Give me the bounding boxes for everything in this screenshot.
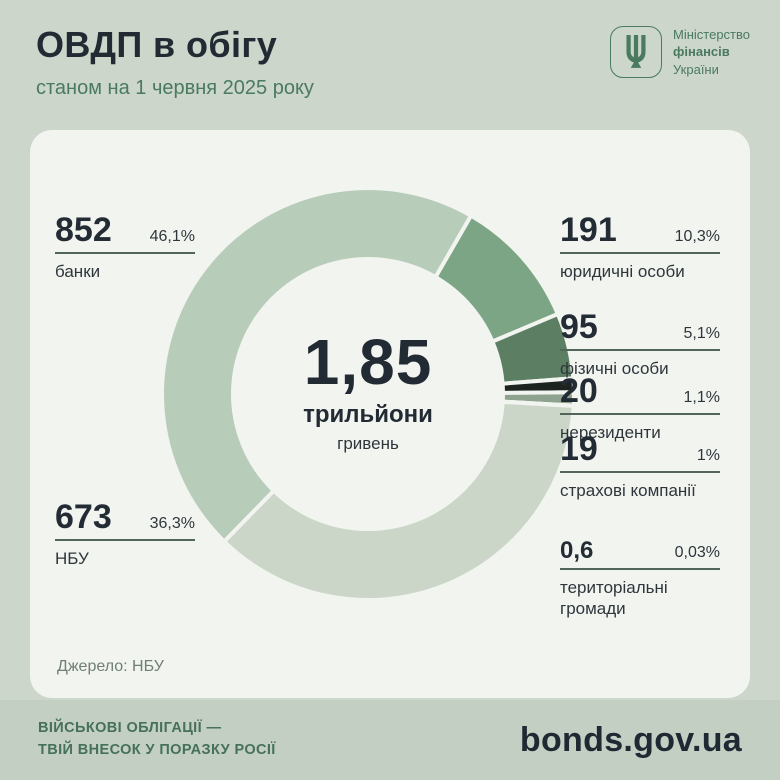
label-nbu-row: 673 36,3% [55, 498, 195, 542]
label-legal-entities-value: 191 [560, 211, 617, 249]
label-banks-name: банки [55, 262, 101, 282]
date-subtitle: станом на 1 червня 2025 року [36, 77, 314, 99]
label-insurance-companies: 19 1% страхові компанії [560, 430, 720, 502]
label-nbu-value: 673 [55, 498, 112, 536]
footer: ВІЙСЬКОВІ ОБЛІГАЦІЇ — ТВІЙ ВНЕСОК У ПОРА… [0, 700, 780, 780]
label-non-residents-name: нерезиденти [560, 423, 661, 443]
total-currency: гривень [337, 434, 399, 453]
label-legal-entities-pct: 10,3% [674, 228, 720, 246]
total-unit: трильйони [303, 401, 433, 428]
label-insurance-companies-name: страхові компанії [560, 481, 696, 501]
label-banks: 852 46,1% банки [55, 211, 195, 283]
ministry-line-1: Міністерство [673, 27, 750, 43]
label-non-residents-row: 20 1,1% [560, 372, 720, 416]
label-individuals: 95 5,1% фізичні особи [560, 308, 720, 380]
label-territorial-communities: 0,6 0,03% територіальні громади [560, 537, 720, 620]
chart-center-value: 1,85 трильйони гривень [258, 330, 478, 454]
label-territorial-communities-value: 0,6 [560, 537, 594, 564]
label-insurance-companies-row: 19 1% [560, 430, 720, 474]
ministry-line-3: України [673, 61, 719, 77]
label-legal-entities: 191 10,3% юридичні особи [560, 211, 720, 283]
label-individuals-value: 95 [560, 308, 598, 346]
label-nbu-name: НБУ [55, 549, 89, 569]
label-banks-pct: 46,1% [149, 228, 195, 246]
chart-card: 1,85 трильйони гривень 852 46,1% банки 6… [30, 130, 750, 698]
label-non-residents-pct: 1,1% [683, 389, 720, 407]
label-banks-row: 852 46,1% [55, 211, 195, 255]
ministry-logo: Міністерство фінансів України [610, 26, 750, 78]
label-legal-entities-name: юридичні особи [560, 262, 685, 282]
label-banks-value: 852 [55, 211, 112, 249]
label-legal-entities-row: 191 10,3% [560, 211, 720, 255]
label-nbu: 673 36,3% НБУ [55, 498, 195, 570]
header-titles: ОВДП в обігу станом на 1 червня 2025 рок… [36, 24, 314, 100]
total-value: 1,85 [303, 326, 433, 398]
label-territorial-communities-name: територіальні громади [560, 578, 668, 619]
footer-slogan: ВІЙСЬКОВІ ОБЛІГАЦІЇ — ТВІЙ ВНЕСОК У ПОРА… [38, 718, 276, 762]
label-non-residents: 20 1,1% нерезиденти [560, 372, 720, 444]
label-territorial-communities-row: 0,6 0,03% [560, 537, 720, 571]
label-insurance-companies-pct: 1% [696, 447, 720, 465]
label-insurance-companies-value: 19 [560, 430, 598, 468]
label-non-residents-value: 20 [560, 372, 598, 410]
footer-slogan-line-2: ТВІЙ ВНЕСОК У ПОРАЗКУ РОСІЇ [38, 742, 276, 758]
label-individuals-pct: 5,1% [683, 325, 720, 343]
donut-chart [160, 186, 577, 602]
trident-icon [610, 26, 662, 78]
header: ОВДП в обігу станом на 1 червня 2025 рок… [36, 24, 750, 100]
site-link[interactable]: bonds.gov.ua [519, 720, 742, 759]
ministry-name: Міністерство фінансів України [673, 26, 750, 77]
donut-hole [231, 257, 505, 531]
label-nbu-pct: 36,3% [149, 515, 195, 533]
source-note: Джерело: НБУ [57, 658, 164, 675]
ministry-line-2: фінансів [673, 44, 730, 60]
label-individuals-row: 95 5,1% [560, 308, 720, 352]
label-individuals-name: фізичні особи [560, 359, 669, 379]
label-territorial-communities-pct: 0,03% [674, 544, 720, 562]
page-title: ОВДП в обігу [36, 24, 278, 65]
footer-slogan-line-1: ВІЙСЬКОВІ ОБЛІГАЦІЇ — [38, 720, 222, 737]
